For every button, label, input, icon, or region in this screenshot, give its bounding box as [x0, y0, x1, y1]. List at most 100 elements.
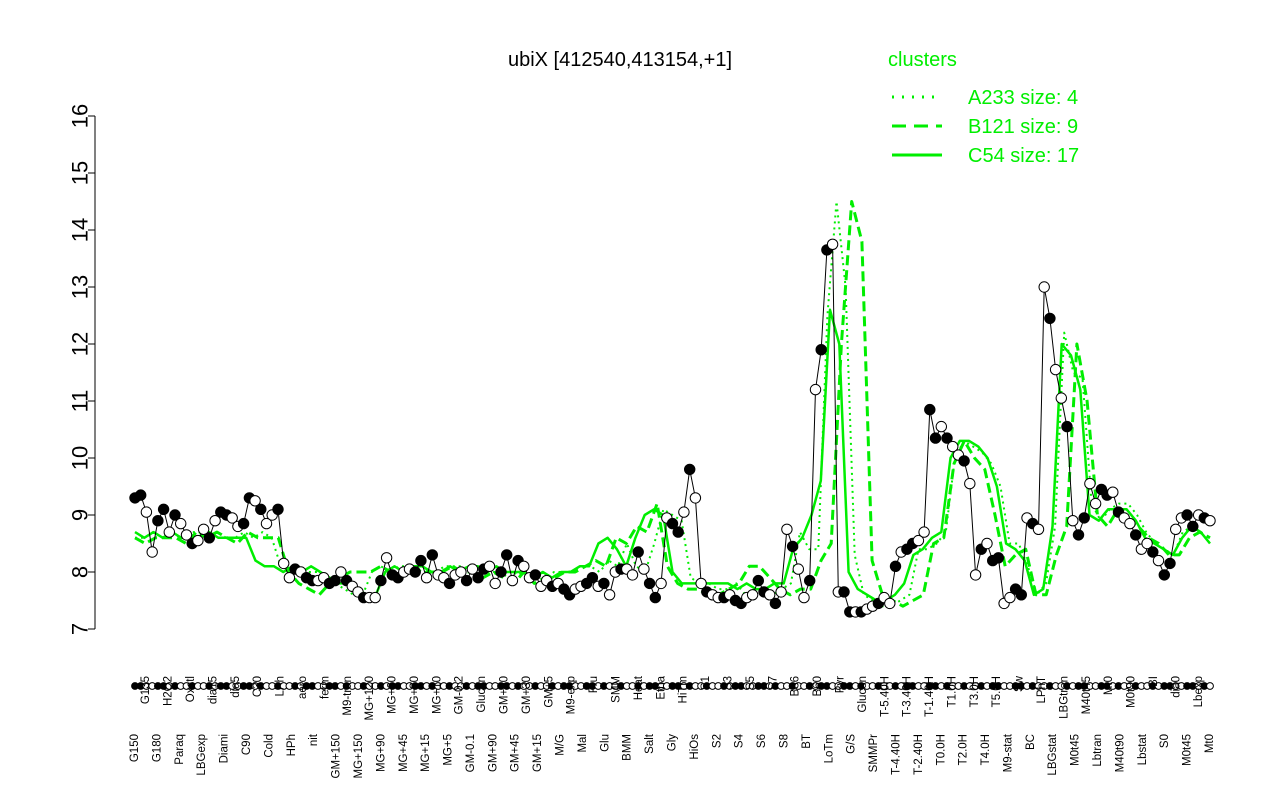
data-point	[815, 344, 827, 356]
x-tick-label: LBGstat	[1047, 733, 1059, 775]
x-tick-label: GM+5	[543, 676, 555, 708]
x-tick-label: M9-stat	[1002, 733, 1014, 772]
data-point	[912, 534, 925, 547]
x-tick-label: M40t45	[1081, 676, 1093, 714]
data-point	[1089, 497, 1102, 510]
data-point	[226, 512, 238, 524]
data-point	[1170, 523, 1182, 535]
legend-title: clusters	[888, 49, 957, 71]
data-point	[1164, 557, 1176, 570]
x-tick-label: T-1.40H	[924, 676, 936, 717]
data-point	[1141, 537, 1153, 550]
data-point	[529, 569, 541, 581]
data-point	[1049, 363, 1062, 376]
data-point	[466, 563, 479, 575]
x-tick-label: LBGexp	[196, 734, 208, 776]
x-tick-labels: G150 G135 G180 H2O2 Paraq Oxctl LBGexp dia15 Dia…	[129, 675, 1216, 778]
data-point	[598, 577, 610, 590]
x-tick-label: dia0	[1170, 676, 1182, 698]
x-tick-label: Salt	[644, 733, 656, 754]
data-point	[929, 432, 942, 444]
data-point	[163, 526, 176, 538]
x-tick-label: M0t90	[1126, 676, 1138, 708]
data-point	[1130, 529, 1142, 541]
data-point	[180, 529, 193, 541]
x-tick-label: C30	[252, 676, 264, 697]
data-point	[415, 554, 427, 567]
data-point	[947, 440, 959, 453]
x-tick-label: ferm	[319, 676, 331, 699]
x-tick-label: S2	[711, 734, 723, 748]
x-tick-label: B60	[812, 676, 824, 696]
data-point	[335, 566, 347, 578]
y-tick-label: 16	[68, 104, 93, 128]
legend-entry-a233: A233 size: 4	[968, 87, 1078, 109]
data-points	[129, 238, 1216, 690]
x-tick-label: Sw	[1014, 675, 1026, 692]
x-tick-label: dia15	[207, 676, 219, 704]
data-point	[941, 432, 953, 444]
data-point	[197, 523, 210, 535]
data-point	[1181, 509, 1193, 521]
data-point	[152, 515, 164, 527]
data-point	[518, 560, 530, 572]
y-tick-label: 11	[68, 390, 93, 413]
data-point	[260, 517, 273, 530]
x-tick-label: T2.0H	[958, 734, 970, 765]
x-tick-label: G180	[151, 734, 163, 762]
data-point	[918, 526, 930, 538]
x-tick-label: Cold	[263, 734, 275, 758]
data-point	[655, 577, 667, 590]
data-point	[672, 526, 684, 538]
data-point	[1107, 486, 1119, 498]
data-point	[786, 540, 799, 553]
x-tick-label: T-4.40H	[890, 734, 902, 775]
data-point	[1204, 515, 1216, 527]
x-tick-label: S5	[745, 676, 757, 690]
x-tick-label: Diami	[219, 734, 231, 763]
cluster-line-a233	[135, 200, 1211, 608]
x-tick-label: dia5	[230, 676, 242, 698]
x-tick-label: Pyr	[834, 676, 846, 693]
x-tick-label: GM+60	[499, 676, 511, 714]
x-tick-label: MG+150	[353, 734, 365, 778]
x-tick-label: GM+45	[510, 734, 522, 772]
data-point	[157, 503, 170, 515]
chart-title: ubiX [412540,413154,+1]	[508, 49, 732, 71]
x-tick-label: T0.0H	[935, 734, 947, 765]
legend-entry-b121: B121 size: 9	[968, 116, 1078, 138]
data-point	[992, 552, 1005, 564]
x-tick-label: S3	[722, 676, 734, 690]
x-tick-label: BI	[1148, 676, 1160, 687]
x-tick-label: T-3.40H	[902, 676, 914, 717]
x-tick-label: S8	[778, 734, 790, 748]
data-point	[638, 563, 650, 575]
data-point	[684, 463, 696, 476]
data-point	[375, 574, 387, 587]
data-point	[626, 569, 639, 581]
data-point	[649, 591, 661, 604]
cluster-line-b121	[134, 200, 1211, 608]
x-tick-label: Glucon	[476, 676, 488, 712]
y-tick-label: 14	[68, 218, 93, 242]
data-point	[1032, 523, 1045, 535]
x-tick-label: GM-0.2	[454, 676, 466, 714]
x-tick-label: M/G	[555, 734, 567, 756]
data-point	[666, 517, 679, 530]
data-point	[283, 572, 296, 584]
data-point	[249, 495, 261, 507]
x-tick-label: Glucon	[857, 676, 869, 712]
x-tick-label: MG+10	[431, 676, 443, 714]
x-tick-label: M0t45	[1182, 734, 1194, 766]
data-point	[603, 589, 616, 601]
x-tick-label: T3.0H	[969, 676, 981, 707]
x-tick-label: M9-tran	[342, 676, 354, 716]
x-tick-label: MG+60	[387, 676, 399, 714]
x-tick-label: Mt0	[1103, 676, 1115, 695]
data-point	[781, 523, 793, 535]
x-tick-label: Mt0	[1204, 734, 1216, 753]
x-tick-label: Fru	[588, 676, 600, 693]
data-point	[775, 586, 787, 598]
x-tick-label: M40t90	[1114, 734, 1126, 772]
data-point	[792, 563, 804, 575]
